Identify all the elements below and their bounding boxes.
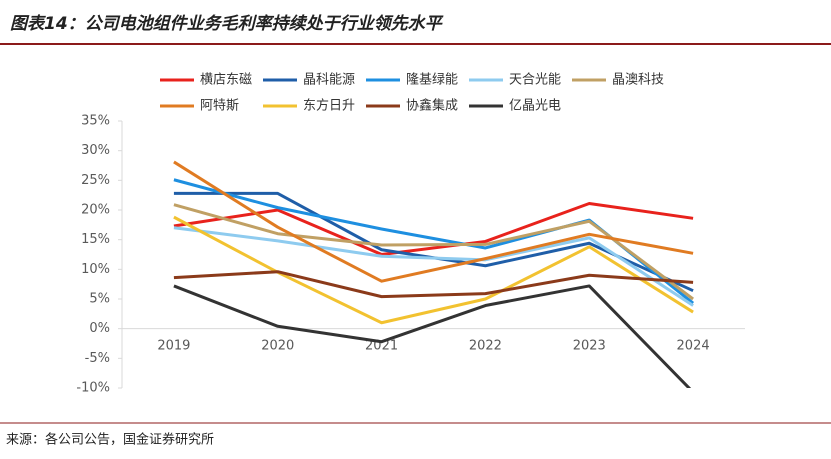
series-line <box>173 226 694 307</box>
legend-label: 晶科能源 <box>303 73 355 88</box>
y-tick-label: 15% <box>81 232 110 247</box>
y-tick-label: -10% <box>76 381 110 396</box>
legend-label: 东方日升 <box>303 98 355 114</box>
series-line <box>173 160 694 283</box>
y-tick-label: 10% <box>81 262 110 277</box>
x-tick-label: 2022 <box>469 339 502 354</box>
x-tick-label: 2024 <box>677 339 710 354</box>
legend-label: 阿特斯 <box>200 99 239 114</box>
y-tick-label: 30% <box>81 143 110 158</box>
x-tick-label: 2023 <box>573 339 606 354</box>
legend-label: 天合光能 <box>509 73 561 88</box>
y-tick-label: 35% <box>81 114 110 129</box>
y-tick-label: 20% <box>81 203 110 218</box>
y-tick-label: -5% <box>85 351 110 366</box>
y-tick-label: 25% <box>81 173 110 188</box>
x-tick-label: 2019 <box>157 339 190 354</box>
x-tick-label: 2020 <box>261 339 294 354</box>
legend-label: 协鑫集成 <box>406 98 458 114</box>
legend-label: 亿晶光电 <box>509 99 561 114</box>
x-tick-label: 2021 <box>365 339 398 354</box>
y-tick-label: 5% <box>89 292 110 307</box>
source: 来源：各公司公告，国金证券研究所 <box>6 432 214 448</box>
y-tick-label: 0% <box>89 321 110 336</box>
series-line <box>173 270 694 299</box>
legend-label: 横店东磁 <box>200 73 252 88</box>
series-line <box>173 215 694 325</box>
legend-label: 晶澳科技 <box>612 72 664 88</box>
plot-area <box>173 160 695 388</box>
legend-label: 隆基绿能 <box>406 73 458 88</box>
series-line <box>173 284 692 388</box>
series-line <box>173 201 694 256</box>
chart-title: 图表14：公司电池组件业务毛利率持续处于行业领先水平 <box>10 14 444 34</box>
series-line <box>173 203 694 301</box>
